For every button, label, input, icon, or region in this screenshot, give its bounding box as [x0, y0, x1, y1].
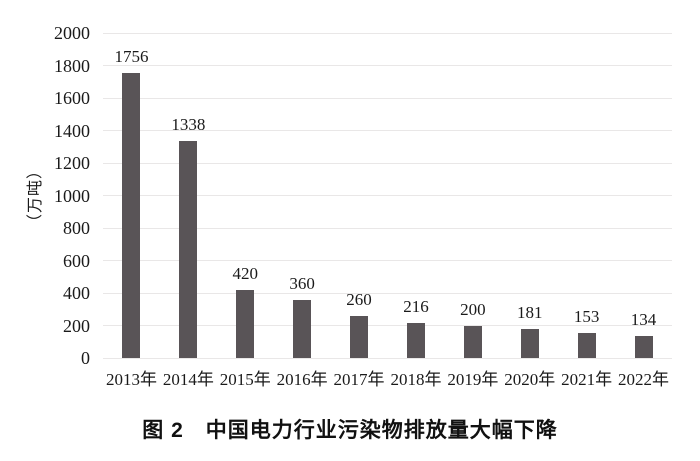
y-tick-label: 800: [63, 218, 90, 238]
y-tick-label: 0: [81, 348, 90, 368]
bar-value-label: 1756: [114, 46, 149, 66]
x-tick-label: 2022年: [618, 370, 670, 389]
gridline: [103, 227, 672, 229]
x-tick-label: 2021年: [561, 370, 613, 389]
bar-value-label: 260: [346, 289, 372, 309]
gridline: [103, 325, 672, 326]
bar-value-label: 360: [289, 273, 315, 293]
bar-2021年: [577, 333, 596, 358]
y-tick-label: 1200: [54, 153, 90, 173]
x-tick-label: 2014年: [162, 370, 214, 389]
bar-2020年: [520, 328, 539, 358]
gridline: [103, 260, 672, 261]
gridline: [103, 65, 672, 66]
x-tick-label: 2019年: [447, 370, 499, 389]
gridline: [103, 357, 672, 359]
bar-2014年: [179, 140, 198, 358]
y-tick-label: 1800: [54, 55, 90, 76]
bar-2022年: [634, 336, 653, 358]
bar-2015年: [236, 289, 255, 358]
bar-2013年: [122, 72, 141, 358]
bar-value-label: 134: [630, 310, 657, 330]
bar-2017年: [350, 315, 369, 358]
gridline: [103, 162, 672, 164]
bar-value-label: 1338: [171, 114, 206, 134]
bar-value-label: 200: [460, 299, 486, 319]
y-tick-label: 1000: [54, 185, 90, 206]
y-tick-label: 400: [63, 283, 90, 303]
gridline: [103, 32, 672, 34]
gridline: [103, 195, 672, 196]
bar-2018年: [406, 322, 425, 358]
gridline: [103, 130, 672, 131]
bar-chart: （万吨） 0 200 400 600 800 1000 1200 1400 1600 1800 20…: [27, 23, 672, 389]
x-tick-label: 2020年: [504, 370, 556, 389]
figure-caption: 图 2 中国电力行业污染物排放量大幅下降: [142, 419, 558, 442]
y-tick-label: 1400: [54, 120, 90, 141]
x-tick-label: 2016年: [276, 370, 328, 389]
x-tick-label: 2017年: [333, 370, 385, 389]
bar-2016年: [293, 299, 312, 358]
y-tick-label: 600: [63, 250, 90, 271]
gridline: [103, 97, 672, 99]
x-tick-label: 2015年: [219, 370, 271, 389]
bar-value-label: 181: [517, 302, 543, 322]
bar-2019年: [463, 325, 482, 358]
gridline: [103, 292, 672, 294]
y-tick-label: 200: [63, 315, 90, 336]
y-tick-label: 2000: [54, 23, 90, 43]
x-tick-label: 2013年: [105, 370, 157, 389]
x-tick-label: 2018年: [390, 370, 442, 389]
y-tick-label: 1600: [54, 88, 90, 108]
bar-value-label: 153: [573, 307, 600, 327]
bar-value-label: 216: [403, 296, 429, 316]
bar-value-label: 420: [232, 263, 259, 283]
